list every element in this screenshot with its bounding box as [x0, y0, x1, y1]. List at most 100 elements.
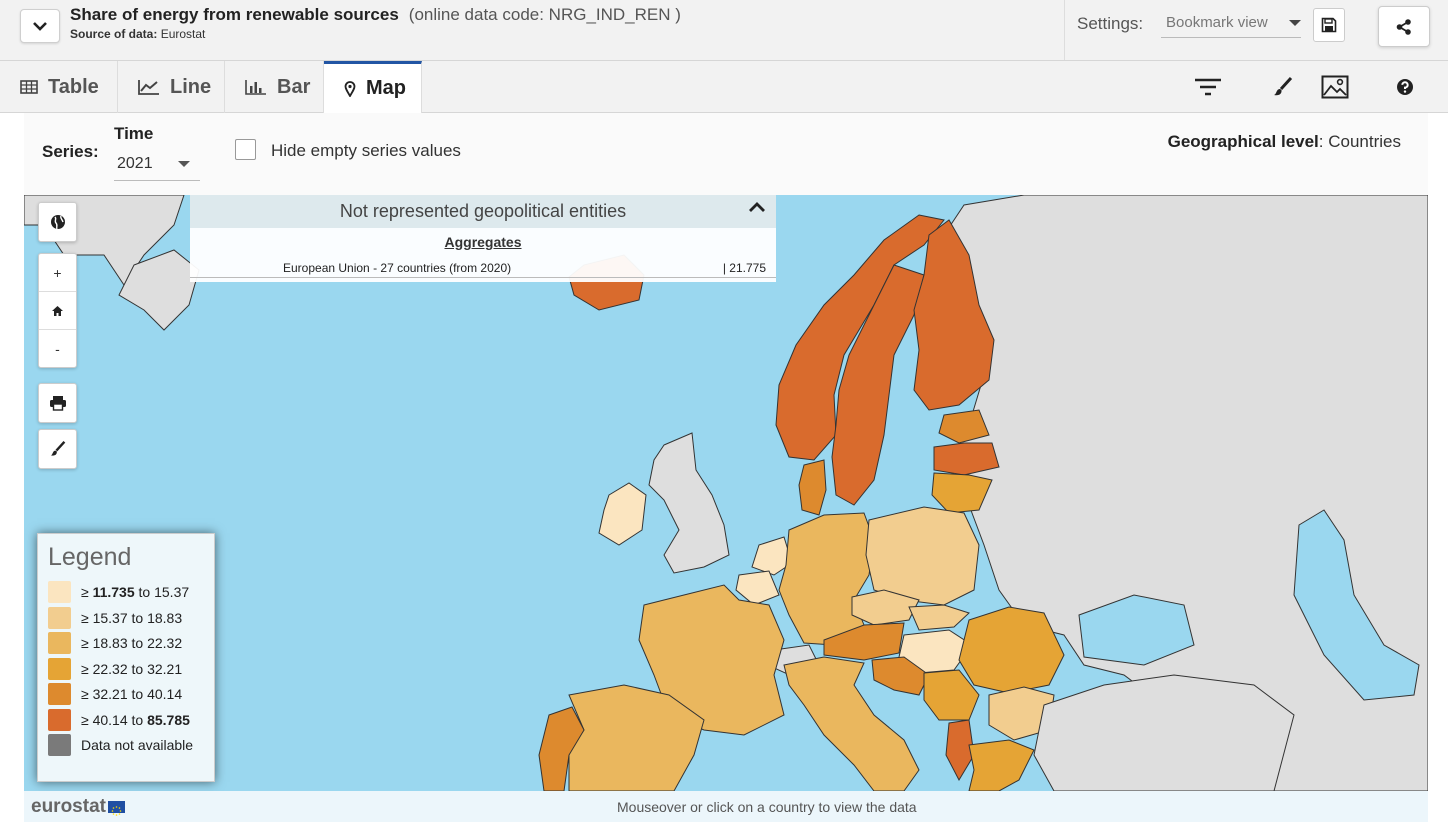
geo-level-label: Geographical level	[1167, 132, 1319, 151]
tab-table[interactable]: Table	[0, 61, 118, 113]
country-netherlands[interactable]	[751, 536, 793, 576]
country-ireland[interactable]	[598, 482, 647, 546]
settings-label: Settings:	[1077, 14, 1144, 33]
country-greece[interactable]	[968, 739, 1035, 791]
legend-range-label: ≥ 40.14 to 85.785	[81, 711, 190, 728]
country-estonia[interactable]	[938, 409, 990, 444]
time-select[interactable]: 2021	[114, 152, 200, 181]
legend-swatch	[48, 632, 71, 654]
country-lithuania[interactable]	[931, 472, 993, 514]
footer-message: Mouseover or click on a country to view …	[617, 799, 917, 815]
country-united-kingdom[interactable]	[648, 432, 730, 574]
country-czechia[interactable]	[851, 589, 920, 626]
chevron-up-icon[interactable]	[748, 201, 766, 213]
country-italy[interactable]	[783, 656, 920, 791]
tab-map-label: Map	[366, 77, 406, 99]
country-turkey[interactable]	[1033, 674, 1295, 791]
legend-swatch-na	[48, 734, 71, 756]
aggregate-name: European Union - 27 countries (from 2020…	[283, 261, 512, 275]
help-button[interactable]	[1390, 74, 1420, 100]
share-button[interactable]	[1378, 6, 1430, 47]
data-source: Source of data: Eurostat	[70, 27, 205, 41]
legend-range-label: ≥ 15.37 to 18.83	[81, 609, 183, 626]
style-button[interactable]	[1268, 74, 1298, 100]
collapse-header-button[interactable]	[20, 9, 60, 43]
choropleth-map[interactable]	[24, 195, 1428, 791]
filter-bar: Series: Time 2021 Hide empty series valu…	[24, 113, 1428, 195]
country-portugal[interactable]	[538, 706, 585, 791]
settings-area: Settings: Bookmark view	[1064, 0, 1364, 60]
zoom-controls: + -	[38, 253, 77, 368]
legend-item-2: ≥ 15.37 to 18.83	[48, 606, 183, 629]
home-view-button[interactable]	[39, 292, 76, 330]
country-denmark[interactable]	[798, 459, 827, 516]
country-slovakia[interactable]	[908, 604, 970, 631]
country-latvia[interactable]	[933, 442, 1000, 476]
country-france[interactable]	[638, 584, 785, 736]
legend-item-6: ≥ 40.14 to 85.785	[48, 708, 190, 731]
not-represented-header[interactable]: Not represented geopolitical entities	[190, 195, 776, 228]
country-romania[interactable]	[958, 606, 1065, 694]
not-represented-panel: Not represented geopolitical entities Ag…	[190, 195, 776, 282]
tab-map[interactable]: Map	[324, 61, 422, 113]
map-legend: Legend ≥ 11.735 to 15.37 ≥ 15.37 to 18.83…	[37, 533, 215, 782]
print-button[interactable]	[38, 383, 77, 423]
legend-item-4: ≥ 22.32 to 32.21	[48, 657, 183, 680]
zoom-out-button[interactable]: -	[39, 330, 76, 368]
caret-down-icon	[178, 161, 190, 167]
time-value: 2021	[117, 155, 153, 172]
legend-na-label: Data not available	[81, 737, 194, 753]
minus-icon: -	[55, 341, 60, 357]
hide-empty-checkbox[interactable]	[235, 139, 256, 160]
aggregates-heading: Aggregates	[444, 234, 522, 250]
eu-flag-icon	[107, 801, 125, 816]
country-belgium[interactable]	[735, 570, 780, 606]
tab-line[interactable]: Line	[118, 61, 225, 113]
map-pin-icon	[344, 80, 356, 97]
legend-swatch	[48, 683, 71, 705]
not-represented-title: Not represented geopolitical entities	[339, 201, 627, 221]
tab-bar-label: Bar	[277, 75, 311, 98]
country-albania[interactable]	[945, 719, 975, 782]
country-finland[interactable]	[913, 219, 995, 411]
legend-item-1: ≥ 11.735 to 15.37	[48, 581, 189, 603]
tab-bar[interactable]: Bar	[225, 61, 324, 113]
legend-swatch	[48, 657, 71, 680]
time-label: Time	[114, 124, 154, 143]
filter-icon	[1195, 78, 1221, 96]
hide-empty-label[interactable]: Hide empty series values	[271, 141, 461, 160]
download-image-button[interactable]	[1320, 74, 1350, 100]
country-croatia[interactable]	[871, 656, 930, 696]
country-poland[interactable]	[865, 506, 980, 606]
aggregate-row[interactable]: European Union - 27 countries (from 2020…	[190, 260, 776, 278]
country-austria[interactable]	[823, 622, 905, 661]
legend-range-label: ≥ 11.735 to 15.37	[81, 584, 190, 600]
country-norway[interactable]	[775, 214, 945, 461]
legend-swatch	[48, 606, 71, 629]
legend-swatch	[48, 581, 71, 603]
country-sweden[interactable]	[831, 264, 925, 506]
legend-item-5: ≥ 32.21 to 40.14	[48, 683, 182, 705]
paintbrush-icon	[1274, 77, 1293, 96]
globe-button[interactable]	[38, 202, 77, 242]
line-chart-icon	[138, 80, 159, 95]
share-icon	[1396, 18, 1411, 35]
filter-button[interactable]	[1193, 74, 1223, 100]
chevron-down-icon	[33, 22, 47, 31]
caret-down-icon	[1289, 20, 1301, 26]
country-canada-arctic[interactable]	[118, 249, 200, 331]
country-germany[interactable]	[778, 512, 875, 646]
dataset-title-line: Share of energy from renewable sources (o…	[70, 5, 681, 25]
bookmark-view-select[interactable]: Bookmark view	[1161, 12, 1301, 38]
legend-range-label: ≥ 22.32 to 32.21	[81, 660, 183, 677]
legend-item-3: ≥ 18.83 to 22.32	[48, 632, 182, 654]
legend-range-label: ≥ 18.83 to 22.32	[81, 635, 183, 651]
zoom-in-button[interactable]: +	[39, 254, 76, 292]
save-button[interactable]	[1313, 8, 1345, 42]
map-canvas[interactable]: + - Not represented geopolitical entitie…	[24, 195, 1428, 791]
home-icon	[52, 305, 63, 316]
floppy-disk-icon	[1321, 17, 1337, 33]
bar-chart-icon	[245, 80, 266, 95]
paintbrush-icon	[50, 441, 65, 456]
map-style-button[interactable]	[38, 429, 77, 469]
